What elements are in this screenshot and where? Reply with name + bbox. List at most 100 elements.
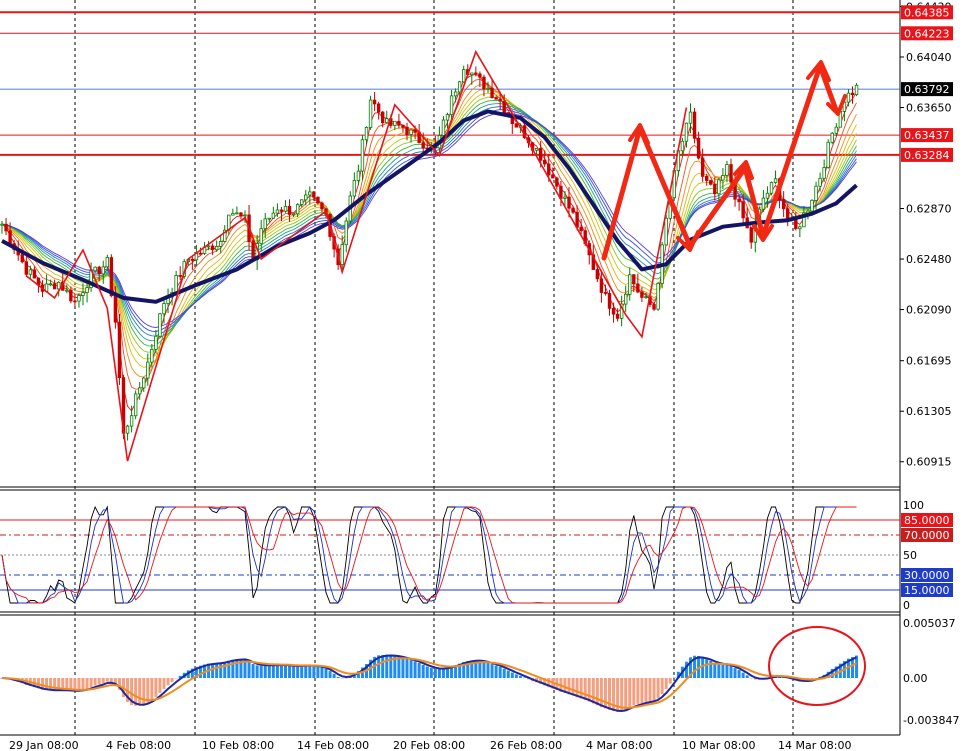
candle-body — [117, 321, 122, 379]
candle-body — [579, 226, 583, 232]
macd-histogram-bar — [211, 663, 215, 678]
candle-body — [174, 275, 178, 293]
candle-body — [822, 167, 826, 179]
macd-histogram-bar — [450, 666, 454, 678]
candle-body — [154, 335, 158, 350]
macd-histogram-bar — [77, 677, 81, 691]
candle-body — [830, 132, 834, 143]
candle-body — [854, 84, 859, 96]
macd-y-label: 0.00 — [903, 672, 928, 685]
y-tick-label: 0.62480 — [906, 253, 952, 266]
candle-body — [259, 228, 263, 244]
candle-body — [316, 196, 320, 204]
macd-histogram-bar — [166, 677, 170, 686]
candle-body — [457, 81, 462, 93]
candle-body — [308, 191, 312, 196]
macd-histogram-bar — [571, 677, 575, 696]
highlight-circle — [768, 626, 866, 706]
macd-histogram-bar — [174, 677, 178, 679]
candle-body — [93, 266, 97, 272]
macd-histogram-bar — [709, 660, 713, 678]
candle-body — [632, 274, 636, 285]
candle-body — [421, 142, 425, 149]
zigzag-line — [25, 49, 688, 462]
macd-histogram-bar — [340, 677, 344, 679]
arrow-stroke — [742, 165, 766, 239]
candle-body — [709, 180, 713, 185]
arrow-head — [806, 60, 831, 82]
candle-body — [692, 111, 697, 139]
macd-histogram-bar — [648, 677, 652, 702]
candle-body — [474, 72, 478, 75]
macd-histogram-bar — [599, 677, 603, 708]
candle-body — [271, 212, 276, 219]
macd-histogram-bar — [389, 655, 393, 678]
arrow-head — [826, 94, 847, 116]
macd-histogram-bar — [729, 665, 733, 678]
candle-body — [150, 349, 154, 363]
candle-body — [69, 289, 73, 302]
candle-body — [372, 99, 377, 105]
macd-histogram-bar — [612, 677, 616, 712]
candle-body — [494, 97, 498, 100]
candle-body — [73, 300, 77, 303]
candle-body — [125, 425, 130, 434]
x-tick-label: 26 Feb 08:00 — [490, 739, 562, 751]
price-tag — [901, 5, 953, 20]
candle-body — [52, 283, 57, 290]
macd-main-line — [1, 654, 857, 713]
candle-body — [640, 291, 644, 298]
price-tag-label: 0.63792 — [904, 83, 950, 96]
macd-histogram-bar — [425, 666, 429, 678]
candle-body — [340, 244, 344, 265]
y-tick-label: 0.62870 — [906, 203, 952, 216]
macd-histogram-bar — [725, 664, 729, 678]
macd-histogram-bar — [85, 677, 89, 690]
candle-body — [551, 174, 555, 179]
annotations — [601, 60, 866, 706]
candle-body — [393, 120, 397, 126]
candle-body — [146, 361, 150, 379]
price-tag — [901, 26, 953, 41]
candle-body — [571, 207, 575, 213]
macd-histogram-bar — [518, 675, 522, 678]
macd-histogram-bar — [749, 677, 753, 679]
macd-histogram-bar — [676, 671, 680, 678]
level-tag — [901, 583, 953, 597]
macd-histogram-bar — [486, 662, 490, 678]
candle-body — [214, 245, 219, 251]
level-tag — [901, 568, 953, 582]
candle-body — [486, 87, 490, 90]
y-tick-label: 0.63650 — [906, 102, 952, 115]
y-tick-label: 0.64040 — [906, 51, 952, 64]
macd-histogram-bar — [603, 677, 607, 709]
candle-body — [628, 274, 632, 295]
macd-histogram-bar — [441, 668, 445, 678]
macd-histogram-bar — [198, 665, 202, 678]
candle-body — [514, 123, 519, 128]
price-tag — [901, 128, 953, 143]
stochastic-y-label: 50 — [903, 549, 917, 562]
macd-histogram-bar — [433, 669, 437, 678]
macd-histogram-bar — [134, 677, 138, 706]
candle-body — [97, 266, 101, 275]
candle-body — [413, 129, 417, 133]
candle-body — [656, 282, 660, 310]
x-tick-label: 10 Mar 08:00 — [682, 739, 755, 751]
macd-histogram-bar — [567, 677, 571, 695]
macd-histogram-bar — [522, 677, 526, 679]
macd-histogram-bar — [446, 668, 449, 678]
price-tag — [901, 82, 953, 97]
y-tick-label: 0.61305 — [906, 405, 952, 418]
candle-body — [267, 217, 271, 220]
macd-histogram-bar — [701, 657, 705, 678]
candle-body — [206, 245, 211, 248]
candle-body — [696, 137, 701, 159]
macd-histogram-bar — [583, 677, 587, 701]
candle-body — [498, 98, 502, 102]
candle-body — [664, 217, 668, 246]
macd-histogram-bar — [89, 677, 93, 688]
candle-body — [547, 163, 551, 176]
candle-body — [834, 126, 838, 134]
macd-histogram-bar — [267, 665, 271, 678]
